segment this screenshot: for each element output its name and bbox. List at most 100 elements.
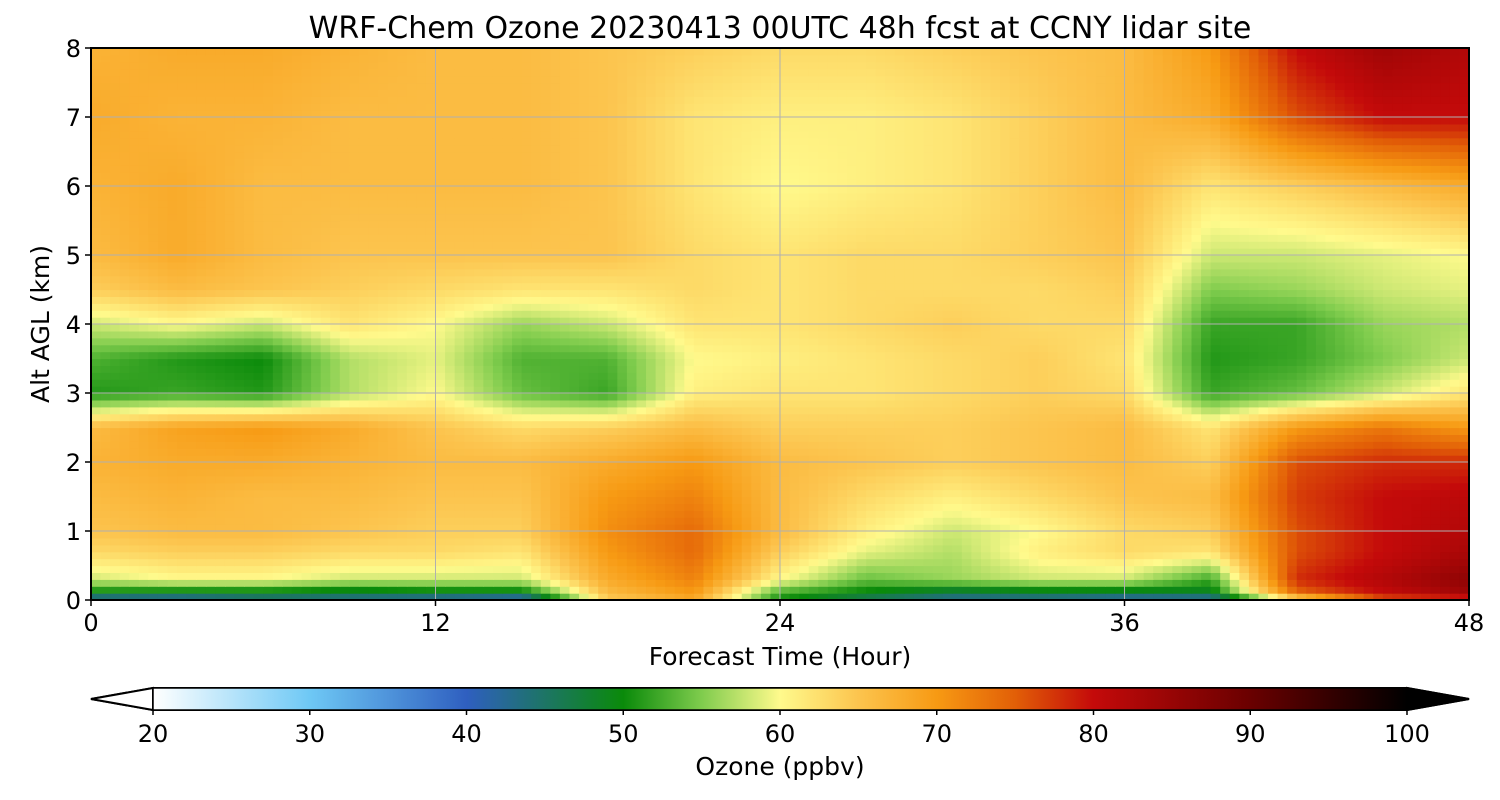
heatmap-cell	[1019, 379, 1030, 387]
heatmap-cell	[540, 406, 551, 415]
heatmap-cell	[1124, 524, 1135, 532]
heatmap-cell	[904, 441, 915, 449]
heatmap-cell	[1038, 379, 1049, 387]
heatmap-cell	[1373, 420, 1384, 429]
heatmap-cell	[875, 386, 886, 394]
heatmap-cell	[110, 399, 121, 408]
heatmap-cell	[1134, 441, 1145, 449]
heatmap-cell	[1382, 572, 1394, 580]
heatmap-cell	[397, 386, 408, 394]
heatmap-cell	[1047, 448, 1059, 456]
heatmap-cell	[91, 489, 102, 498]
heatmap-cell	[416, 420, 427, 429]
heatmap-cell	[540, 593, 551, 600]
heatmap-cell	[1000, 510, 1011, 518]
heatmap-cell	[713, 406, 724, 415]
heatmap-cell	[1382, 558, 1394, 567]
heatmap-cell	[665, 565, 676, 573]
heatmap-cell	[540, 455, 551, 463]
heatmap-cell	[665, 544, 676, 553]
heatmap-cell	[770, 586, 781, 594]
heatmap-cell	[674, 558, 685, 567]
heatmap-cell	[636, 448, 647, 456]
heatmap-cell	[942, 558, 953, 567]
heatmap-cell	[224, 413, 236, 422]
heatmap-cell	[1019, 365, 1030, 373]
heatmap-cell	[923, 489, 934, 498]
heatmap-cell	[368, 441, 379, 449]
heatmap-cell	[435, 462, 446, 470]
heatmap-cell	[866, 544, 877, 553]
heatmap-cell	[808, 386, 819, 394]
heatmap-cell	[1421, 551, 1432, 560]
heatmap-cell	[1076, 399, 1087, 408]
heatmap-cell	[1105, 558, 1116, 567]
heatmap-cell	[129, 448, 140, 456]
heatmap-cell	[100, 365, 111, 373]
heatmap-cell	[1239, 420, 1250, 429]
heatmap-cell	[521, 503, 532, 511]
heatmap-cell	[483, 517, 494, 525]
heatmap-cell	[1172, 365, 1183, 373]
heatmap-cell	[435, 420, 446, 429]
heatmap-cell	[1344, 551, 1355, 560]
heatmap-cell	[1239, 531, 1250, 539]
heatmap-cell	[224, 441, 236, 449]
heatmap-cell	[1229, 565, 1240, 573]
heatmap-cell	[1277, 579, 1288, 587]
heatmap-cell	[1201, 462, 1212, 470]
heatmap-cell	[454, 558, 465, 567]
heatmap-cell	[722, 524, 733, 532]
heatmap-cell	[569, 503, 580, 511]
heatmap-cell	[339, 462, 350, 470]
heatmap-cell	[1440, 406, 1451, 415]
heatmap-cell	[119, 517, 130, 525]
heatmap-cell	[1220, 393, 1231, 401]
heatmap-cell	[177, 565, 188, 573]
heatmap-cell	[1363, 455, 1374, 463]
heatmap-cell	[875, 475, 886, 484]
heatmap-cell	[1258, 496, 1269, 504]
heatmap-cell	[167, 496, 178, 504]
heatmap-cell	[291, 551, 303, 560]
heatmap-cell	[1191, 448, 1202, 456]
heatmap-cell	[827, 593, 839, 600]
heatmap-cell	[349, 448, 360, 456]
heatmap-cell	[1181, 517, 1193, 525]
heatmap-cell	[1268, 531, 1279, 539]
heatmap-cell	[1000, 551, 1011, 560]
heatmap-cell	[378, 510, 389, 518]
heatmap-cell	[607, 503, 618, 511]
heatmap-cell	[205, 503, 216, 511]
heatmap-cell	[846, 475, 858, 484]
heatmap-cell	[1248, 475, 1260, 484]
heatmap-cell	[406, 468, 417, 477]
heatmap-cell	[722, 393, 733, 401]
heatmap-cell	[272, 468, 283, 477]
heatmap-cell	[1459, 393, 1469, 401]
heatmap-cell	[550, 441, 561, 449]
heatmap-cell	[1057, 475, 1068, 484]
heatmap-cell	[425, 565, 437, 573]
heatmap-cell	[330, 372, 341, 380]
heatmap-cell	[540, 510, 551, 518]
heatmap-cell	[1181, 455, 1193, 463]
heatmap-cell	[1373, 537, 1384, 546]
heatmap-cell	[1306, 365, 1317, 373]
heatmap-cell	[1402, 586, 1413, 594]
heatmap-cell	[263, 386, 274, 394]
heatmap-cell	[1382, 434, 1394, 442]
heatmap-cell	[339, 496, 350, 504]
heatmap-cell	[1047, 572, 1059, 580]
heatmap-cell	[253, 434, 264, 442]
heatmap-cell	[445, 393, 456, 401]
heatmap-cell	[454, 372, 465, 380]
heatmap-cell	[588, 434, 599, 442]
heatmap-cell	[942, 468, 953, 477]
heatmap-cell	[157, 517, 169, 525]
heatmap-cell	[1411, 524, 1422, 532]
heatmap-cell	[110, 510, 121, 518]
heatmap-cell	[454, 386, 465, 394]
heatmap-cell	[1105, 586, 1116, 594]
heatmap-cell	[1459, 593, 1469, 600]
